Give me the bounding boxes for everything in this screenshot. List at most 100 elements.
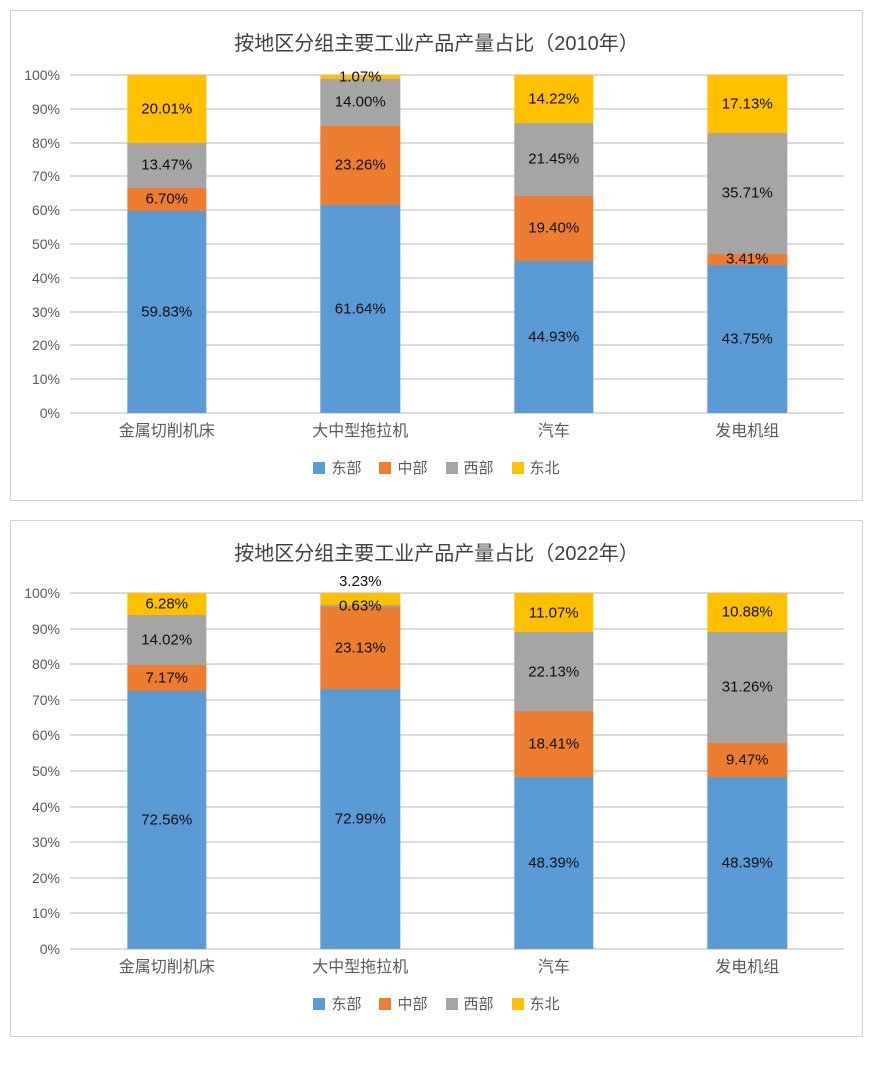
legend-item: 西部 — [445, 993, 494, 1014]
gridline — [70, 912, 844, 915]
bar-segment — [707, 776, 787, 949]
legend-item: 中部 — [379, 457, 428, 478]
stacked-bar: 43.75% 3.41% 35.71% 17.13% — [707, 75, 787, 413]
x-category-label: 发电机组 — [715, 423, 780, 440]
legend-item: 西部 — [445, 457, 494, 478]
bar-segment — [320, 78, 400, 127]
bar-slot: 48.39% 18.41% 22.13% 11.07% — [457, 593, 651, 949]
bar-segment — [707, 132, 787, 254]
data-label: 43.75% — [721, 330, 773, 348]
data-label: 61.64% — [334, 300, 386, 318]
x-category-label: 发电机组 — [715, 959, 780, 976]
gridline — [70, 276, 844, 279]
stacked-bar: 72.56% 7.17% 14.02% 6.28% — [127, 592, 207, 949]
data-label: 14.02% — [141, 631, 193, 649]
data-label: 19.40% — [528, 219, 580, 237]
legend: 东部 中部 西部 东北 — [11, 457, 862, 500]
x-axis-labels: 金属切削机床 大中型拖拉机 汽车 发电机组 — [70, 949, 862, 979]
x-category-label: 汽车 — [537, 959, 570, 976]
bar-segment — [514, 711, 594, 777]
gridline — [70, 344, 844, 347]
y-tick-label: 60% — [31, 202, 60, 219]
y-tick-label: 40% — [31, 269, 60, 286]
chart-panel-2010: 按地区分组主要工业产品产量占比（2010年） 100% 90% 80% 70% 60% 5… — [10, 10, 863, 501]
bar-segment — [320, 604, 400, 607]
bar-segment — [514, 123, 594, 196]
gridline — [70, 378, 844, 381]
data-label: 10.88% — [721, 603, 773, 621]
bar-segment — [127, 142, 207, 189]
legend: 东部 中部 西部 东北 — [11, 993, 862, 1036]
data-label: 48.39% — [721, 854, 773, 872]
bar-segment — [320, 606, 400, 690]
data-label: 17.13% — [721, 95, 773, 113]
bar-segment — [707, 253, 787, 266]
gridline — [70, 107, 844, 110]
bar-segment — [127, 665, 207, 691]
legend-swatch — [313, 461, 326, 474]
data-label: 72.99% — [334, 810, 386, 828]
y-tick-label: 60% — [31, 727, 60, 744]
y-tick-label: 40% — [31, 798, 60, 815]
x-category-label: 金属切削机床 — [118, 959, 215, 976]
bar-segment — [707, 631, 787, 744]
y-tick-label: 90% — [31, 620, 60, 637]
gridline — [70, 74, 844, 76]
plot-area: 72.56% 7.17% 14.02% 6.28% 72.99% 23.13% 0.63% 3… — [70, 573, 844, 950]
data-label: 72.56% — [141, 811, 193, 829]
bar-slot: 44.93% 19.40% 21.45% 14.22% — [457, 75, 651, 413]
x-axis-labels: 金属切削机床 大中型拖拉机 汽车 发电机组 — [70, 413, 862, 443]
data-label: 59.83% — [141, 303, 193, 321]
data-label: 9.47% — [725, 751, 769, 769]
plot-row: 100% 90% 80% 70% 60% 50% 40% 30% 20% 10% 0% 59.83%… — [11, 67, 862, 421]
gridline — [70, 805, 844, 808]
stacked-bar: 61.64% 23.26% 14.00% 1.07% — [320, 68, 400, 413]
bar-segment — [514, 776, 594, 949]
stacked-bar: 48.39% 9.47% 31.26% 10.88% — [707, 593, 787, 949]
y-tick-label: 100% — [24, 67, 60, 83]
bar-segment — [514, 261, 594, 413]
legend-swatch — [511, 997, 524, 1010]
data-label: 23.13% — [334, 639, 386, 657]
bar-segment — [320, 126, 400, 205]
bar-segment — [320, 75, 400, 79]
x-category-label: 大中型拖拉机 — [312, 959, 409, 976]
bar-slot: 72.99% 23.13% 0.63% 3.23% — [264, 573, 458, 949]
bar-segment — [514, 195, 594, 262]
plot-area: 59.83% 6.70% 13.47% 20.01% 61.64% 23.26% 14.00… — [70, 68, 844, 414]
x-category-label: 金属切削机床 — [118, 423, 215, 440]
legend-label: 东部 — [331, 460, 362, 477]
legend-label: 东部 — [331, 996, 362, 1013]
data-label: 0.63% — [338, 597, 382, 615]
gridline — [70, 663, 844, 666]
gridline — [70, 209, 844, 212]
gridline — [70, 698, 844, 701]
bar-slot: 61.64% 23.26% 14.00% 1.07% — [264, 68, 458, 413]
gridline — [70, 243, 844, 245]
legend-swatch — [379, 461, 392, 474]
data-label: 23.26% — [334, 156, 386, 174]
bar-segment — [127, 615, 207, 666]
bar-segment — [127, 690, 207, 949]
data-label: 13.47% — [141, 156, 193, 174]
y-tick-label: 0% — [39, 941, 60, 957]
legend-swatch — [511, 461, 524, 474]
chart-title: 按地区分组主要工业产品产量占比（2022年） — [234, 543, 639, 565]
bar-segment — [127, 210, 207, 413]
data-label: 7.17% — [145, 669, 189, 687]
gridline — [70, 592, 844, 594]
bar-segment — [707, 593, 787, 632]
bar-segment — [127, 74, 207, 143]
chart-panel-2022: 按地区分组主要工业产品产量占比（2022年） 100% 90% 80% 70% 60% 5… — [10, 520, 863, 1037]
y-axis: 100% 90% 80% 70% 60% 50% 40% 30% 20% 10% 0% — [11, 67, 70, 421]
data-label: 18.41% — [528, 735, 580, 753]
legend-item: 东北 — [511, 993, 560, 1014]
bars-layer: 59.83% 6.70% 13.47% 20.01% 61.64% 23.26% 14.00… — [70, 68, 844, 413]
bar-segment — [320, 593, 400, 605]
legend-label: 西部 — [463, 460, 494, 477]
data-label: 14.22% — [528, 90, 580, 108]
bar-segment — [320, 689, 400, 949]
plot-row: 100% 90% 80% 70% 60% 50% 40% 30% 20% 10% 0% 72.56%… — [11, 573, 862, 957]
stacked-bar: 59.83% 6.70% 13.47% 20.01% — [127, 74, 207, 413]
